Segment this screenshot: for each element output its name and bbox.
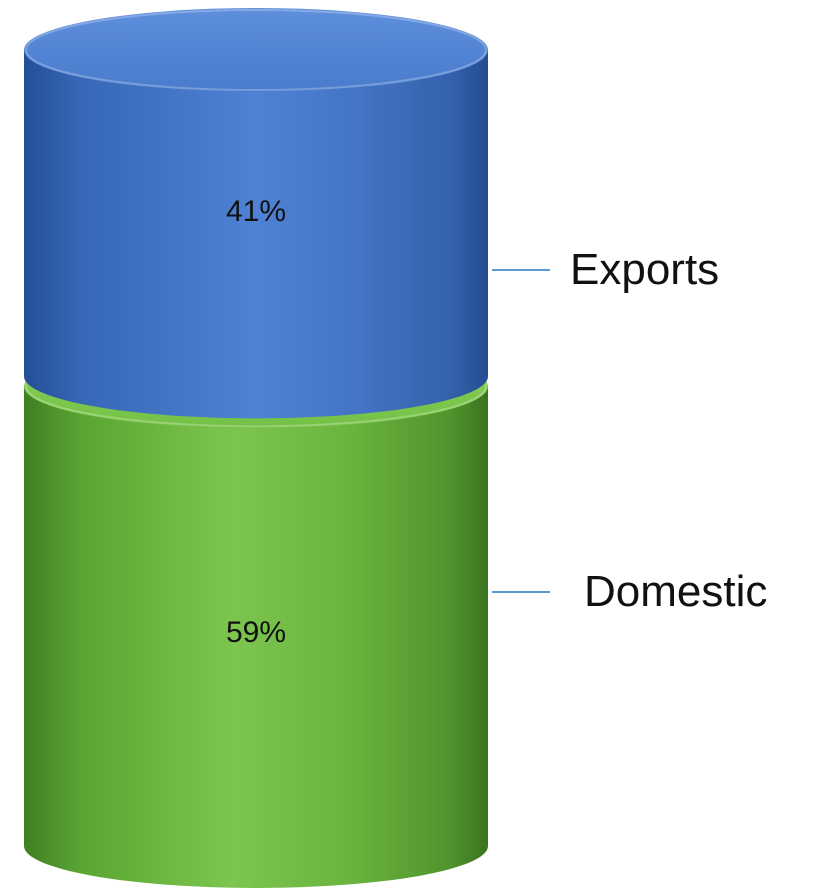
segment-body-domestic <box>24 386 488 888</box>
segment-body-exports <box>24 50 488 419</box>
legend-label-domestic: Domestic <box>584 567 767 616</box>
segment-exports <box>24 8 488 419</box>
legend-label-exports: Exports <box>570 245 719 294</box>
chart-labels: 59% Domestic 41% Exports <box>226 195 767 649</box>
cylinder-stack <box>24 8 488 888</box>
segment-rim-exports <box>25 9 487 91</box>
data-label-domestic: 59% <box>226 616 286 649</box>
segment-top-exports <box>24 8 488 92</box>
data-label-exports: 41% <box>226 195 286 228</box>
